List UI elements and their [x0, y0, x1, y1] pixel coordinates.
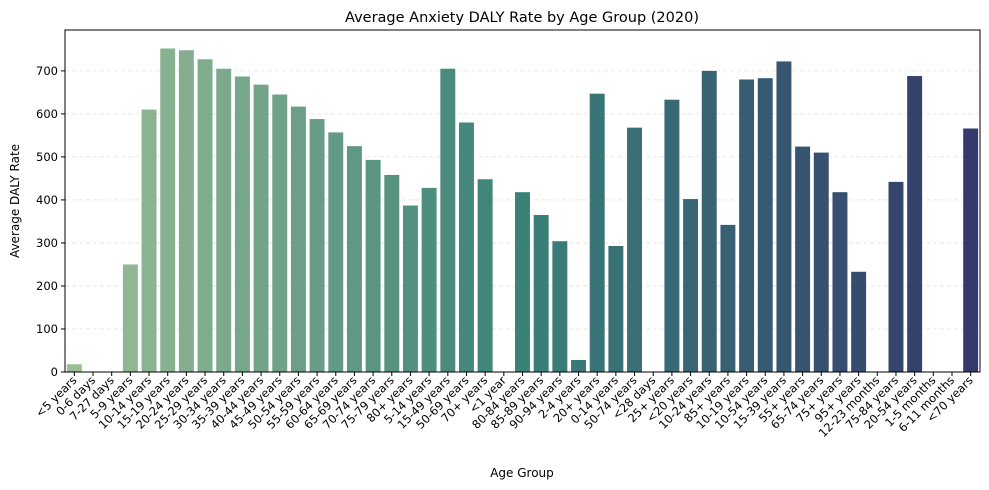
bar [290, 106, 306, 373]
bar [608, 245, 624, 372]
bar [459, 122, 474, 372]
y-tick-label: 500 [36, 150, 58, 164]
y-tick-label: 0 [51, 365, 58, 379]
y-axis-label: Average DALY Rate [8, 144, 22, 258]
bar [178, 50, 194, 372]
bar [571, 359, 586, 372]
bar [216, 68, 232, 372]
bar [720, 224, 736, 372]
bar [851, 271, 867, 372]
bar [907, 76, 923, 373]
bar [309, 119, 325, 372]
bar [963, 128, 979, 372]
bar [440, 68, 456, 372]
bar [402, 205, 418, 372]
bar [813, 152, 829, 372]
chart-title: Average Anxiety DALY Rate by Age Group (… [345, 10, 699, 26]
bar [197, 59, 213, 372]
bar [888, 181, 904, 372]
bar [701, 70, 717, 373]
bar [477, 179, 493, 372]
bar [66, 364, 82, 372]
y-tick-label: 400 [36, 193, 58, 207]
bar [757, 78, 773, 373]
bar [739, 79, 755, 373]
bar [272, 94, 288, 372]
y-axis-ticks: 0 100 200 300 400 500 600 700 [36, 64, 65, 379]
y-tick-label: 300 [36, 236, 58, 250]
y-tick-label: 100 [36, 322, 58, 336]
bar [589, 93, 605, 373]
bar [664, 99, 680, 373]
bar [141, 109, 157, 373]
bar [346, 146, 362, 372]
bars [66, 48, 979, 373]
y-tick-label: 700 [36, 64, 58, 78]
bar [627, 127, 643, 372]
bar [421, 187, 437, 372]
bar [795, 146, 811, 372]
bar [533, 214, 549, 372]
bar [365, 159, 381, 372]
bar [776, 61, 792, 372]
bar [122, 264, 138, 372]
bar [328, 132, 344, 372]
x-axis-label: Age Group [490, 466, 554, 480]
bar [253, 84, 269, 372]
bar [683, 199, 699, 372]
bar [552, 241, 568, 372]
bar [234, 76, 250, 372]
y-tick-label: 600 [36, 107, 58, 121]
bar [160, 48, 176, 373]
bar [832, 192, 848, 372]
y-tick-label: 200 [36, 279, 58, 293]
bar [515, 192, 530, 372]
bar [384, 174, 400, 372]
